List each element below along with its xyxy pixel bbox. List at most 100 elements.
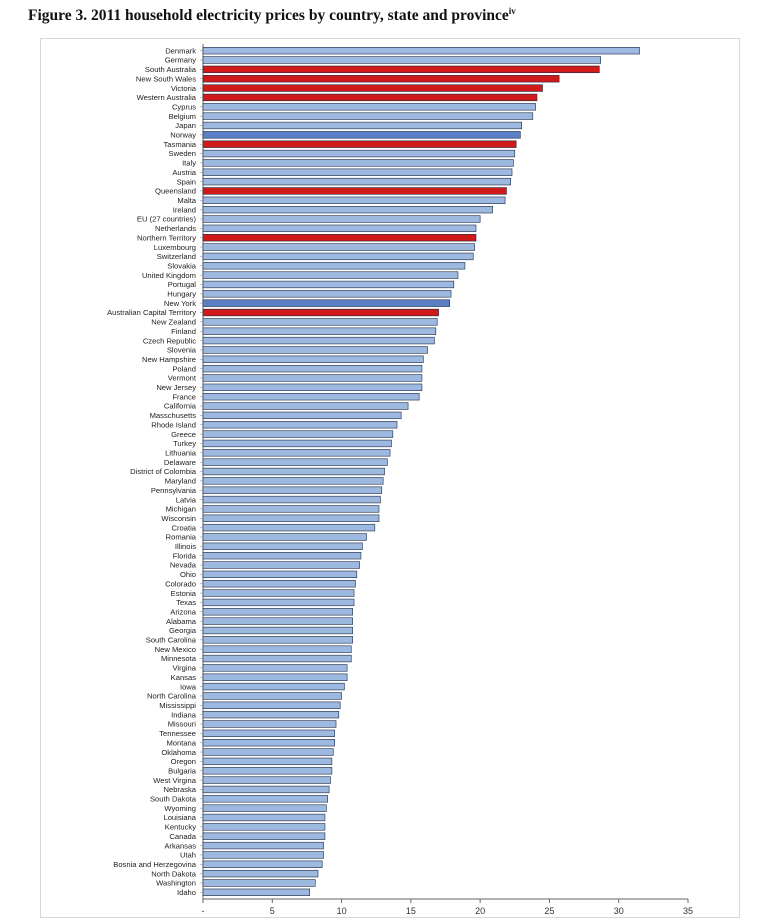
bar [202, 336, 435, 345]
bar [202, 795, 329, 803]
category-label: Bosnia and Herzegovina [113, 860, 197, 869]
bar [202, 168, 513, 176]
bar [202, 131, 521, 139]
bar [202, 570, 358, 579]
category-label: New Jersey [156, 383, 196, 392]
category-label: Indiana [171, 710, 197, 719]
bar [202, 729, 335, 738]
category-label: California [164, 402, 197, 411]
bar [202, 355, 424, 363]
category-label: Utah [180, 851, 196, 860]
x-tick-label: 35 [683, 906, 693, 916]
bar [202, 421, 398, 429]
category-label: Poland [172, 364, 196, 373]
bar [202, 215, 481, 223]
category-label: Northern Territory [137, 233, 196, 242]
bar [202, 149, 516, 158]
bar [202, 318, 438, 326]
category-label: France [172, 392, 196, 401]
x-tick-label: 10 [337, 906, 347, 916]
category-label: Denmark [165, 46, 196, 55]
bar [202, 449, 391, 457]
bar [202, 888, 310, 896]
bar [202, 262, 466, 270]
bar [202, 93, 538, 102]
bar [202, 495, 381, 504]
bar [202, 636, 353, 644]
category-label: Czech Republic [143, 336, 196, 345]
category-label: Vermont [168, 374, 197, 383]
bar [202, 776, 331, 784]
bar [202, 205, 493, 214]
category-label: Nebraska [164, 785, 197, 794]
category-label: United Kingdom [142, 271, 196, 280]
bar [202, 364, 423, 373]
bar [202, 542, 363, 550]
bar [202, 177, 511, 186]
category-label: Austria [172, 168, 196, 177]
category-label: Virgina [172, 664, 196, 673]
category-label: Cyprus [172, 102, 196, 111]
category-label: Masschusetts [150, 411, 197, 420]
category-label: Louisiana [163, 813, 196, 822]
bar [202, 505, 380, 513]
category-label: Queensland [155, 187, 196, 196]
figure-title-text: Figure 3. 2011 household electricity pri… [28, 7, 509, 25]
bar [202, 299, 450, 307]
bar [202, 458, 388, 466]
bar [202, 701, 341, 709]
category-label: South Dakota [150, 795, 197, 804]
bar [202, 411, 402, 420]
category-label: North Dakota [151, 869, 197, 878]
category-label: Washington [156, 879, 196, 888]
bar [202, 523, 376, 532]
category-label: Turkey [173, 439, 196, 448]
bar [202, 514, 380, 522]
x-tick-label: 30 [614, 906, 624, 916]
bar [202, 84, 543, 92]
category-label: Greece [171, 430, 196, 439]
category-label: Lithuania [165, 449, 197, 458]
category-label: Florida [173, 551, 197, 560]
bar [202, 234, 477, 242]
bar [202, 589, 355, 597]
category-label: Sweden [169, 149, 196, 158]
bar [202, 767, 333, 775]
bar [202, 580, 356, 588]
bar [202, 561, 360, 569]
category-label: Croatia [172, 523, 197, 532]
category-label: District of Colombia [130, 467, 197, 476]
bar [202, 832, 326, 840]
category-label: West Virgina [153, 776, 197, 785]
category-label: Belgium [169, 112, 196, 121]
bar [202, 65, 600, 74]
category-label: Italy [182, 159, 196, 168]
bar [202, 280, 455, 289]
category-label: Texas [176, 598, 196, 607]
bar [202, 224, 477, 233]
category-label: Victoria [171, 84, 197, 93]
bar [202, 439, 392, 448]
category-label: Hungary [167, 290, 196, 299]
category-label: South Carolina [146, 636, 197, 645]
bar [202, 159, 514, 167]
category-label: Idaho [177, 888, 196, 897]
bar [202, 664, 348, 672]
bar [202, 645, 352, 653]
bar [202, 308, 439, 317]
x-tick-label: 25 [544, 906, 554, 916]
category-label: Finland [171, 327, 196, 336]
bar [202, 187, 507, 195]
category-label: Switzerland [157, 252, 196, 261]
bar [202, 121, 523, 130]
bar [202, 477, 384, 485]
bar [202, 486, 383, 494]
figure-title: Figure 3. 2011 household electricity pri… [28, 6, 516, 25]
category-label: Rhode Island [151, 420, 196, 429]
bar [202, 271, 459, 279]
bar [202, 720, 337, 728]
bar [202, 346, 428, 354]
category-label: Tasmania [164, 140, 197, 149]
category-label: Norway [170, 131, 196, 140]
